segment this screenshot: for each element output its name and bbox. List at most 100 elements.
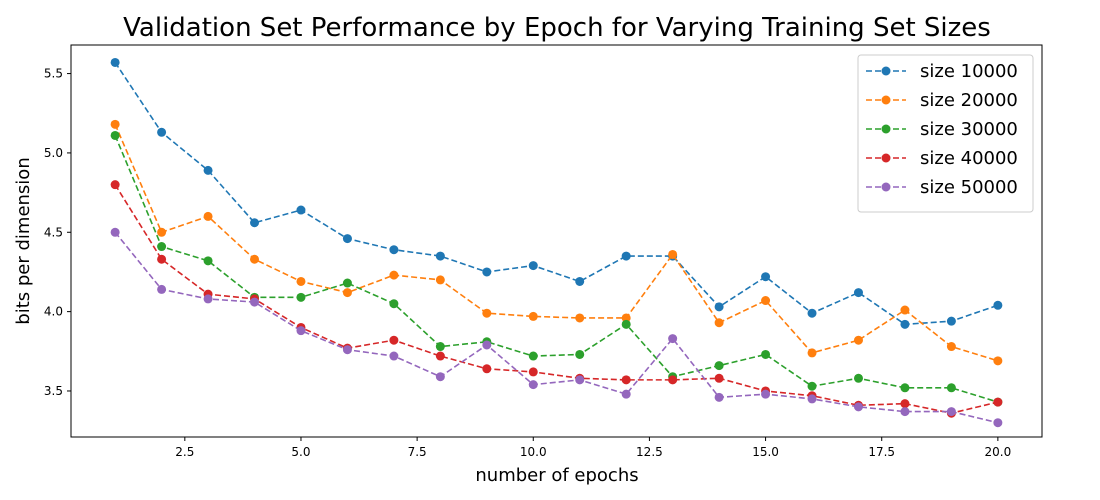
data-point xyxy=(110,130,120,140)
data-point xyxy=(575,375,585,385)
data-point xyxy=(900,319,910,329)
data-point xyxy=(807,381,817,391)
data-point xyxy=(435,342,445,352)
legend-label: size 40000 xyxy=(920,148,1018,169)
legend-item: size 20000 xyxy=(866,90,1018,111)
legend-label: size 30000 xyxy=(920,119,1018,140)
legend-marker xyxy=(881,124,891,134)
data-point xyxy=(714,302,724,312)
data-point xyxy=(993,300,1003,310)
data-point xyxy=(342,278,352,288)
data-point xyxy=(993,418,1003,428)
data-point xyxy=(203,294,213,304)
legend-marker xyxy=(881,182,891,192)
data-point xyxy=(714,392,724,402)
data-point xyxy=(668,375,678,385)
data-point xyxy=(946,342,956,352)
data-point xyxy=(714,318,724,328)
data-point xyxy=(342,288,352,298)
data-point xyxy=(342,345,352,355)
data-point xyxy=(946,407,956,417)
legend-marker xyxy=(881,66,891,76)
data-point xyxy=(296,205,306,215)
x-tick-label: 2.5 xyxy=(175,445,194,459)
data-point xyxy=(203,256,213,266)
plot-area xyxy=(110,57,1003,428)
y-tick-label: 5.5 xyxy=(44,67,63,81)
data-point xyxy=(900,305,910,315)
x-tick-label: 17.5 xyxy=(868,445,895,459)
x-tick-label: 5.0 xyxy=(291,445,310,459)
data-point xyxy=(853,402,863,412)
data-point xyxy=(807,308,817,318)
data-point xyxy=(250,218,260,228)
series-line xyxy=(114,124,999,362)
data-point xyxy=(853,373,863,383)
chart-title: Validation Set Performance by Epoch for … xyxy=(123,13,991,43)
data-point xyxy=(621,251,631,261)
data-point xyxy=(157,284,167,294)
x-tick-label: 20.0 xyxy=(985,445,1012,459)
y-tick-label: 5.0 xyxy=(44,146,63,160)
data-point xyxy=(342,234,352,244)
data-point xyxy=(203,211,213,221)
data-point xyxy=(389,299,399,309)
data-point xyxy=(621,375,631,385)
data-point xyxy=(621,389,631,399)
data-point xyxy=(575,349,585,359)
legend-marker xyxy=(881,95,891,105)
x-tick-label: 10.0 xyxy=(520,445,547,459)
series-line xyxy=(114,184,999,415)
data-point xyxy=(621,319,631,329)
y-axis-label: bits per dimension xyxy=(13,157,34,324)
data-point xyxy=(761,296,771,306)
data-point xyxy=(807,348,817,358)
data-point xyxy=(946,383,956,393)
x-axis-label: number of epochs xyxy=(475,465,638,486)
data-point xyxy=(575,313,585,323)
data-point xyxy=(435,251,445,261)
data-point xyxy=(993,356,1003,366)
data-point xyxy=(203,165,213,175)
data-point xyxy=(435,275,445,285)
data-point xyxy=(946,316,956,326)
series-size-50000 xyxy=(110,227,1003,428)
legend-item: size 30000 xyxy=(866,119,1018,140)
data-point xyxy=(528,367,538,377)
legend-marker xyxy=(881,153,891,163)
data-point xyxy=(528,311,538,321)
data-point xyxy=(482,364,492,374)
data-point xyxy=(528,351,538,361)
data-point xyxy=(714,373,724,383)
series-line xyxy=(114,62,999,326)
data-point xyxy=(482,340,492,350)
data-point xyxy=(900,407,910,417)
axes-frame xyxy=(70,44,1043,438)
data-point xyxy=(389,335,399,345)
data-point xyxy=(575,276,585,286)
data-point xyxy=(761,272,771,282)
legend-item: size 40000 xyxy=(866,148,1018,169)
data-point xyxy=(853,288,863,298)
data-point xyxy=(296,276,306,286)
data-point xyxy=(296,326,306,336)
data-point xyxy=(157,127,167,137)
y-axis-ticks: 3.5 4.0 4.5 5.0 5.5 xyxy=(44,67,71,398)
series-line xyxy=(114,135,999,403)
series-line xyxy=(114,231,999,424)
legend-box xyxy=(857,54,1034,213)
x-tick-label: 12.5 xyxy=(636,445,663,459)
data-point xyxy=(389,270,399,280)
data-point xyxy=(157,242,167,252)
data-point xyxy=(668,334,678,344)
data-point xyxy=(668,249,678,259)
y-tick-label: 3.5 xyxy=(44,384,63,398)
data-point xyxy=(482,308,492,318)
series-size-10000 xyxy=(110,57,1003,329)
data-point xyxy=(900,383,910,393)
data-point xyxy=(900,399,910,409)
y-tick-label: 4.0 xyxy=(44,305,63,319)
data-point xyxy=(853,335,863,345)
data-point xyxy=(110,119,120,129)
